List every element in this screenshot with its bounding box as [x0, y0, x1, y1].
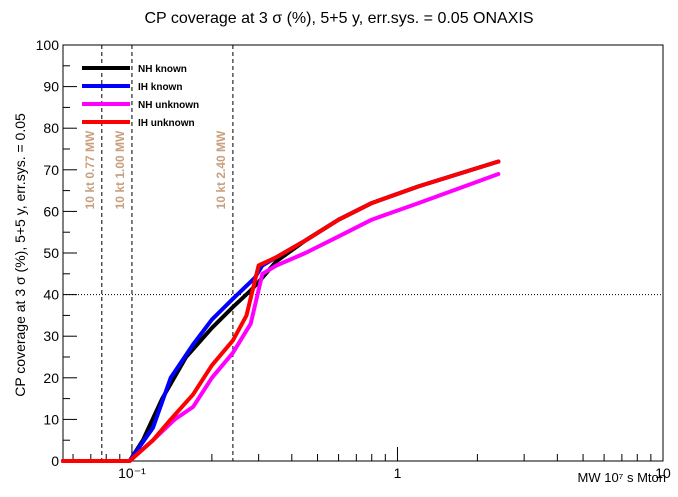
y-tick-label: 40 [43, 287, 59, 303]
legend-label: NH unknown [138, 100, 199, 111]
series-line [61, 172, 501, 463]
x-tick-label: 10 [655, 465, 671, 481]
y-tick-label: 0 [51, 453, 59, 469]
series-line [61, 159, 501, 463]
y-tick-label: 70 [43, 162, 59, 178]
y-tick-label: 20 [43, 370, 59, 386]
x-axis-label: MW 10⁷ s Mton [577, 470, 667, 485]
legend-label: IH known [138, 82, 182, 93]
legend-label: IH unknown [138, 118, 195, 129]
x-tick-label: 1 [394, 465, 402, 481]
series-line [61, 159, 501, 463]
y-tick-label: 100 [36, 37, 60, 53]
reference-line-label: 10 kt 0.77 MW [83, 130, 97, 209]
y-tick-label: 50 [43, 245, 59, 261]
series-line [61, 159, 501, 463]
y-tick-label: 60 [43, 203, 59, 219]
y-tick-label: 90 [43, 79, 59, 95]
x-tick-label: 10⁻¹ [118, 465, 146, 481]
y-tick-label: 80 [43, 120, 59, 136]
legend-label: NH known [138, 64, 187, 75]
reference-line-label: 10 kt 1.00 MW [113, 130, 127, 209]
y-tick-label: 10 [43, 411, 59, 427]
reference-line-label: 10 kt 2.40 MW [214, 130, 228, 209]
y-tick-label: 30 [43, 328, 59, 344]
chart-title: CP coverage at 3 σ (%), 5+5 y, err.sys. … [144, 10, 534, 27]
